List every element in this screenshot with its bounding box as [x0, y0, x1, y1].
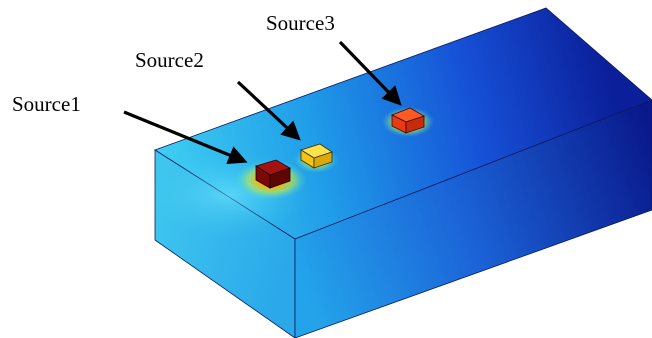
block-right-face	[294, 99, 652, 338]
source1-label: Source1	[12, 92, 81, 116]
source2-label: Source2	[135, 48, 204, 72]
block	[150, 7, 652, 338]
source3-cube	[391, 107, 425, 134]
source1-cube	[255, 159, 291, 189]
source2-cube	[300, 143, 333, 169]
source3-arrow	[338, 40, 402, 106]
source2-arrow	[236, 80, 301, 141]
source1-arrow	[123, 110, 248, 165]
pointer-arrows	[123, 40, 402, 165]
source3-label: Source3	[266, 11, 335, 35]
